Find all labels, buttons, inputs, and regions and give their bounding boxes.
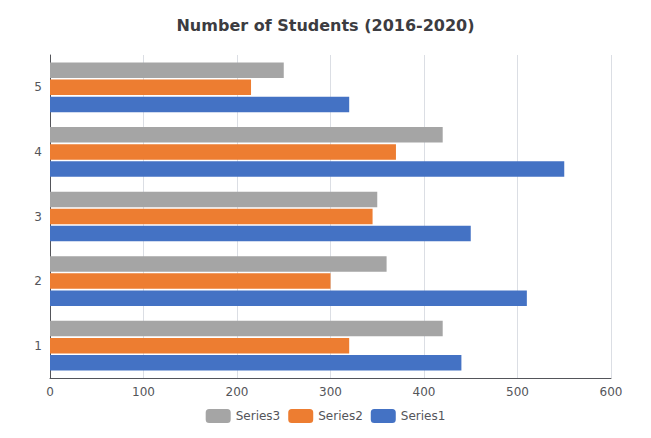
svg-text:500: 500 [506, 385, 529, 399]
svg-text:Series1: Series1 [401, 409, 446, 423]
svg-text:100: 100 [132, 385, 155, 399]
svg-text:2: 2 [34, 274, 42, 288]
svg-text:600: 600 [600, 385, 623, 399]
svg-text:5: 5 [34, 80, 42, 94]
svg-text:4: 4 [34, 145, 42, 159]
svg-text:1: 1 [34, 339, 42, 353]
svg-text:400: 400 [413, 385, 436, 399]
svg-text:0: 0 [46, 385, 54, 399]
svg-text:Series3: Series3 [236, 409, 281, 423]
svg-text:Series2: Series2 [318, 409, 363, 423]
svg-text:Number of Students (2016-2020): Number of Students (2016-2020) [176, 16, 474, 35]
svg-text:200: 200 [226, 385, 249, 399]
svg-text:300: 300 [319, 385, 342, 399]
svg-text:3: 3 [34, 210, 42, 224]
